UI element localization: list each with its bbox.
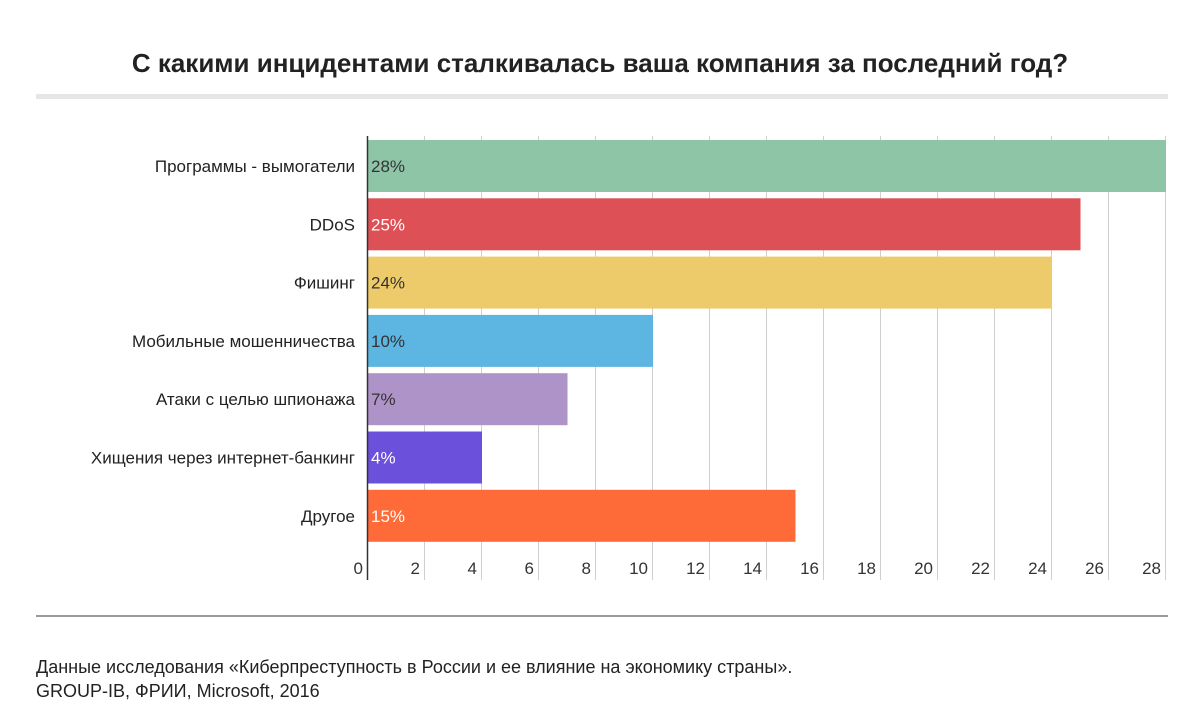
data-label: 10% <box>371 332 405 351</box>
bar-chart: 28%Программы - вымогатели25%DDoS24%Фишин… <box>91 136 1166 580</box>
footer-divider <box>36 615 1168 617</box>
x-tick-label: 26 <box>1085 559 1104 578</box>
x-tick-label: 10 <box>629 559 648 578</box>
x-tick-label: 6 <box>525 559 534 578</box>
x-tick-label: 28 <box>1142 559 1161 578</box>
bar <box>368 198 1081 251</box>
x-tick-label: 12 <box>686 559 705 578</box>
bar <box>368 140 1166 192</box>
category-label: Фишинг <box>294 274 355 293</box>
source-note-line-1: Данные исследования «Киберпреступность в… <box>36 657 793 677</box>
source-note: Данные исследования «Киберпреступность в… <box>36 655 792 703</box>
bar <box>368 256 1052 309</box>
x-tick-label: 20 <box>914 559 933 578</box>
x-tick-label: 14 <box>743 559 762 578</box>
title-divider <box>36 94 1168 99</box>
x-tick-label: 22 <box>971 559 990 578</box>
x-tick-label: 4 <box>468 559 477 578</box>
bar <box>368 431 482 484</box>
category-label: Мобильные мошенничества <box>132 332 356 351</box>
x-tick-label: 18 <box>857 559 876 578</box>
x-tick-label: 16 <box>800 559 819 578</box>
data-label: 28% <box>371 157 405 176</box>
bar <box>368 489 796 542</box>
bar <box>368 314 653 367</box>
category-label: Хищения через интернет-банкинг <box>91 449 355 468</box>
bar <box>368 373 568 426</box>
chart-title: С какими инцидентами сталкивалась ваша к… <box>131 48 1069 78</box>
x-tick-label: 24 <box>1028 559 1047 578</box>
category-label: Другое <box>301 507 355 526</box>
category-label: DDoS <box>310 215 355 234</box>
data-label: 4% <box>371 449 396 468</box>
category-label: Атаки с целью шпионажа <box>156 390 356 409</box>
source-note-line-2: GROUP-IB, ФРИИ, Microsoft, 2016 <box>36 681 320 701</box>
data-label: 15% <box>371 507 405 526</box>
data-label: 25% <box>371 215 405 234</box>
category-label: Программы - вымогатели <box>155 157 355 176</box>
x-tick-label: 8 <box>582 559 591 578</box>
data-label: 7% <box>371 390 396 409</box>
data-label: 24% <box>371 274 405 293</box>
x-tick-label: 0 <box>354 559 363 578</box>
x-tick-label: 2 <box>411 559 420 578</box>
